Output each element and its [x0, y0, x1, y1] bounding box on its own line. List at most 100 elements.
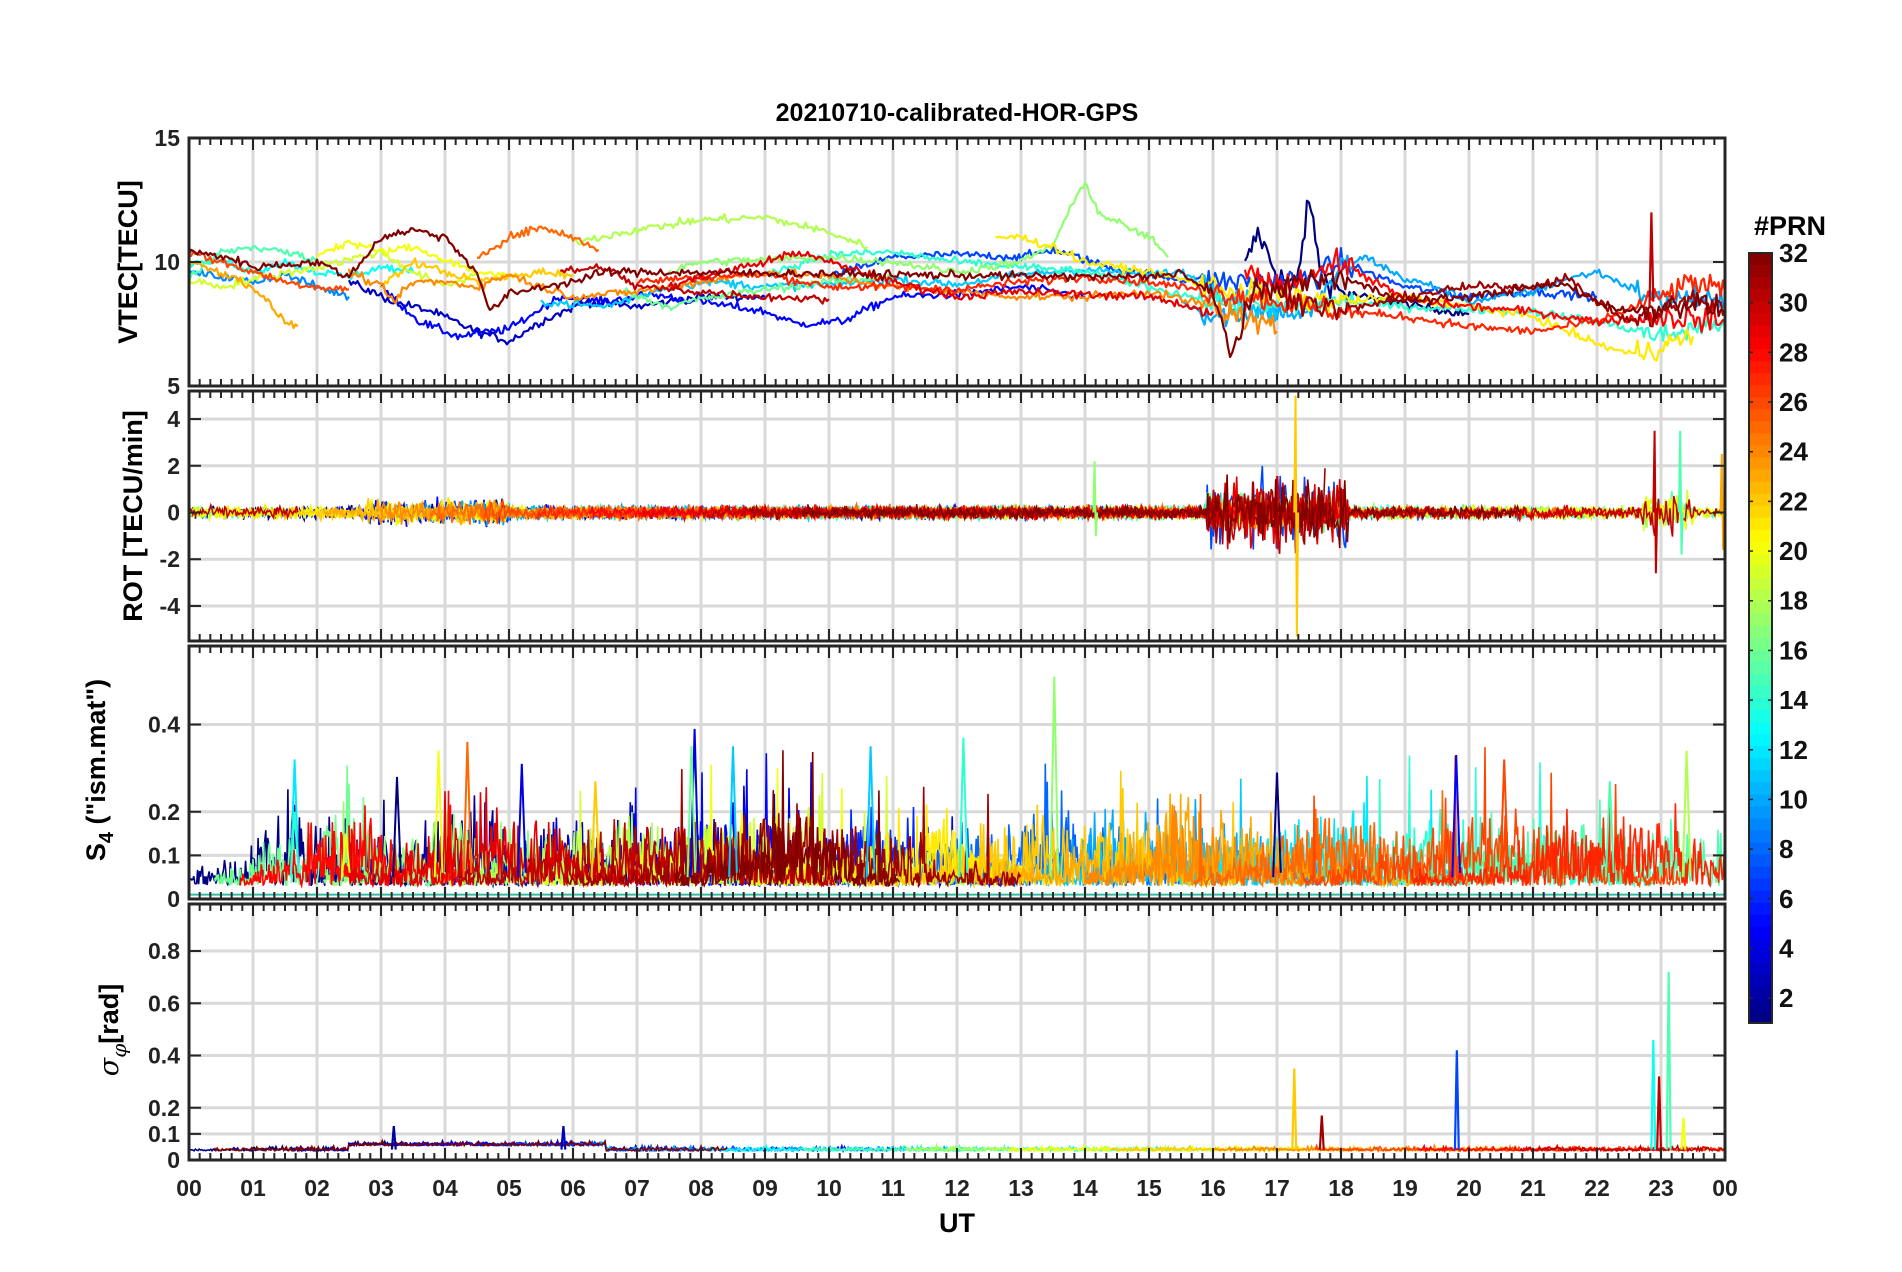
y-tick-label: -4 — [160, 593, 181, 619]
colorbar-cell — [1749, 950, 1772, 964]
colorbar-cell — [1749, 854, 1772, 868]
x-tick-label: 14 — [1072, 1175, 1098, 1201]
sigma-phi-series-prn-32 — [213, 1138, 728, 1153]
rot-series-prn-30 — [189, 502, 299, 521]
s4-peak-prn-11 — [728, 746, 738, 878]
colorbar-cell — [1749, 613, 1772, 627]
colorbar-cell — [1749, 974, 1772, 988]
colorbar-cell — [1749, 481, 1772, 495]
sigma-phi-grid — [189, 904, 1725, 1160]
sigma-phi-peak-prn-2 — [390, 1125, 397, 1150]
colorbar-cell — [1749, 337, 1772, 350]
x-tick-label: 00 — [1712, 1175, 1738, 1201]
sigma-phi-peak-prn-13 — [1650, 1039, 1657, 1150]
colorbar-tick-label: 2 — [1779, 983, 1793, 1013]
colorbar-cell — [1749, 650, 1772, 663]
colorbar-cell — [1749, 529, 1772, 543]
vtec-series-prn-26 — [189, 250, 350, 293]
rot-spike-prn-17 — [1092, 461, 1099, 536]
colorbar-cell — [1749, 541, 1772, 555]
colorbar-cell — [1749, 361, 1772, 374]
s4-peak-prn-26 — [1499, 759, 1510, 878]
rot-axes-box — [187, 389, 1727, 643]
colorbar-cell — [1749, 734, 1772, 747]
s4-peak-prn-1 — [1272, 772, 1282, 878]
s4-peak-prn-12 — [289, 759, 300, 878]
x-tick-label: 17 — [1264, 1175, 1290, 1201]
s4-peak-prn-25 — [462, 741, 473, 878]
s4-peak-prn-20 — [433, 750, 444, 878]
colorbar-cell — [1749, 770, 1772, 783]
rot-spike-prn-15 — [1677, 430, 1684, 555]
colorbar-cell — [1749, 842, 1772, 856]
colorbar-cell — [1749, 698, 1772, 711]
sigma-phi-peak-prn-3 — [560, 1125, 567, 1150]
sigma-phi-series-prn-30 — [1519, 1143, 1725, 1153]
y-tick-label: 0 — [167, 886, 180, 912]
colorbar-cell — [1749, 986, 1772, 1000]
chart-title: 20210710-calibrated-HOR-GPS — [776, 99, 1139, 127]
colorbar-cell — [1749, 277, 1772, 290]
colorbar-cell — [1749, 710, 1772, 723]
s4-peak-prn-4 — [689, 728, 700, 878]
rot-ylabel: ROT [TECU/min] — [118, 410, 148, 621]
colorbar-tick-label: 6 — [1779, 884, 1793, 914]
colorbar-tick-label: 28 — [1779, 337, 1808, 367]
colorbar-tick-label: 20 — [1779, 536, 1808, 566]
colorbar-tick-label: 14 — [1779, 685, 1808, 715]
colorbar: #PRN 32 30 28 26 24 22 20 18 16 14 12 10 8 6 4 2 — [1748, 211, 1826, 1024]
colorbar-tick-label: 12 — [1779, 735, 1808, 765]
colorbar-cell — [1749, 1010, 1772, 1024]
y-tick-label: 0.2 — [148, 799, 180, 825]
y-tick-label: 0 — [167, 499, 180, 525]
x-tick-label: 23 — [1648, 1175, 1674, 1201]
y-tick-label: 0.1 — [148, 842, 180, 868]
colorbar-tick-label: 26 — [1779, 387, 1808, 417]
s4-peak-prn-20 — [340, 833, 351, 878]
x-tick-label: 10 — [816, 1175, 842, 1201]
colorbar-cell — [1749, 373, 1772, 386]
colorbar-cell — [1749, 397, 1772, 411]
colorbar-cell — [1749, 577, 1772, 591]
s4-peak-prn-14 — [958, 737, 969, 878]
vtec-data — [189, 181, 1725, 362]
rot-series-prn-32 — [801, 474, 1520, 549]
sigma-phi-peak-prn-15 — [1665, 971, 1672, 1150]
colorbar-cell — [1749, 565, 1772, 579]
s4-series-prn-32 — [674, 750, 900, 888]
vtec-series-prn-23 — [189, 259, 299, 330]
sigma-phi-peak-prn-20 — [1680, 1118, 1687, 1150]
s4-peak-prn-16 — [686, 746, 697, 878]
s4-data — [189, 676, 1725, 896]
colorbar-cell — [1749, 818, 1772, 832]
sigma-phi-peak-prn-31 — [1318, 1115, 1325, 1150]
colorbar-frame — [1748, 252, 1773, 1024]
vtec-series-prn-22 — [380, 257, 574, 289]
sigma-phi-data — [189, 971, 1725, 1154]
colorbar-cell — [1749, 493, 1772, 507]
vtec-series-prn-32 — [189, 227, 1725, 359]
vtec-series-prn-19 — [189, 248, 478, 290]
vtec-series-prn-29 — [668, 250, 1214, 318]
colorbar-cells — [1749, 253, 1772, 1024]
vtec-axes-box — [187, 136, 1727, 388]
colorbar-cell — [1749, 890, 1772, 904]
colorbar-cell — [1749, 517, 1772, 531]
colorbar-cell — [1749, 914, 1772, 928]
x-tick-label: 22 — [1584, 1175, 1610, 1201]
sigma-phi-peak-prn-22 — [1291, 1068, 1298, 1150]
colorbar-cell — [1749, 445, 1772, 459]
y-tick-label: 0.2 — [148, 1095, 180, 1121]
s4-axes-box — [187, 644, 1727, 901]
x-tick-label: 12 — [944, 1175, 970, 1201]
rot-spike-prn-30 — [1652, 430, 1659, 574]
s4-peak-prn-17 — [1049, 676, 1060, 878]
y-tick-label: 0.1 — [148, 1121, 180, 1147]
vtec-series-prn-31 — [1275, 272, 1725, 328]
colorbar-cell — [1749, 794, 1772, 808]
colorbar-cell — [1749, 589, 1772, 603]
s4-series-prn-27 — [1410, 803, 1725, 888]
colorbar-cell — [1749, 686, 1772, 699]
s4-peak-prn-14 — [289, 811, 300, 878]
